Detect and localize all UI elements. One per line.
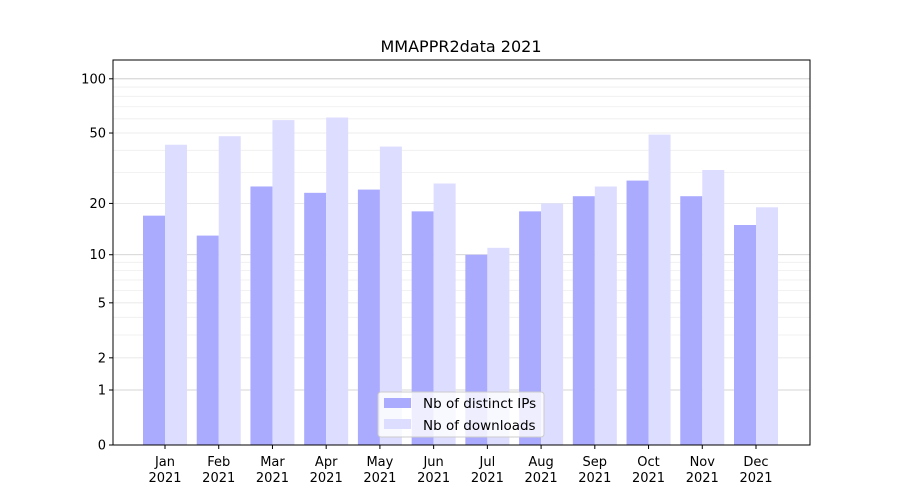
- x-tick-label: Feb: [207, 455, 230, 470]
- x-tick-label: 2021: [525, 471, 558, 486]
- bar-downloads: [756, 207, 778, 445]
- bar-ips: [626, 180, 649, 446]
- bar-downloads: [272, 120, 295, 445]
- y-tick-label: 20: [89, 197, 106, 212]
- x-tick-label: 2021: [417, 471, 450, 486]
- x-tick-label: 2021: [686, 471, 719, 486]
- bar-downloads: [165, 144, 187, 445]
- bar-downloads: [379, 146, 402, 446]
- x-tick-label: 2021: [202, 471, 235, 486]
- bar-downloads: [433, 183, 456, 445]
- legend-swatch-ips: [384, 398, 411, 408]
- bar-downloads: [326, 117, 349, 446]
- bar-ips: [680, 196, 703, 445]
- x-tick-label: 2021: [256, 471, 289, 486]
- x-tick-label: Jul: [479, 455, 496, 470]
- x-tick-label: Oct: [637, 455, 659, 470]
- x-tick-label: 2021: [310, 471, 343, 486]
- x-tick-label: 2021: [363, 471, 396, 486]
- bar-ips: [411, 211, 434, 445]
- y-tick-label: 10: [89, 248, 106, 263]
- x-tick-label: Nov: [690, 455, 716, 470]
- x-tick-label: Jan: [154, 455, 175, 470]
- legend-swatch-downloads: [384, 419, 411, 429]
- y-tick-label: 100: [81, 72, 106, 87]
- x-tick-label: Dec: [743, 455, 768, 470]
- bar-ips: [304, 192, 327, 445]
- legend: Nb of distinct IPs Nb of downloads: [377, 391, 545, 438]
- x-tick-label: 2021: [471, 471, 504, 486]
- x-tick-label: 2021: [632, 471, 665, 486]
- x-tick-label: Mar: [260, 455, 285, 470]
- x-tick-label: Jun: [422, 455, 443, 470]
- x-tick-label: 2021: [148, 471, 181, 486]
- legend-label-ips: Nb of distinct IPs: [423, 396, 536, 412]
- bar-downloads: [541, 203, 564, 445]
- x-tick-label: May: [366, 455, 393, 470]
- y-tick-label: 2: [98, 351, 106, 366]
- bar-ips: [143, 215, 165, 445]
- chart-title: MMAPPR2data 2021: [381, 37, 542, 56]
- legend-label-downloads: Nb of downloads: [423, 418, 536, 434]
- y-tick-label: 1: [98, 384, 106, 399]
- y-tick-label: 50: [89, 127, 106, 142]
- x-tick-label: Sep: [583, 455, 608, 470]
- bar-downloads: [702, 170, 725, 445]
- bar-downloads: [218, 136, 241, 445]
- bar-ips: [572, 196, 595, 445]
- y-tick-label: 5: [98, 296, 106, 311]
- y-tick-label: 0: [98, 439, 106, 454]
- bar-downloads: [648, 134, 671, 446]
- bar-ips: [734, 225, 756, 445]
- bar-ips: [519, 211, 542, 445]
- x-tick-label: 2021: [578, 471, 611, 486]
- x-tick-label: Apr: [315, 455, 338, 470]
- bar-ips: [357, 189, 380, 445]
- bar-ips: [250, 186, 273, 445]
- plot-frame: [112, 59, 811, 446]
- x-tick-label: Aug: [528, 455, 553, 470]
- x-tick-label: 2021: [739, 471, 772, 486]
- bar-downloads: [594, 186, 617, 445]
- bar-ips: [196, 235, 219, 445]
